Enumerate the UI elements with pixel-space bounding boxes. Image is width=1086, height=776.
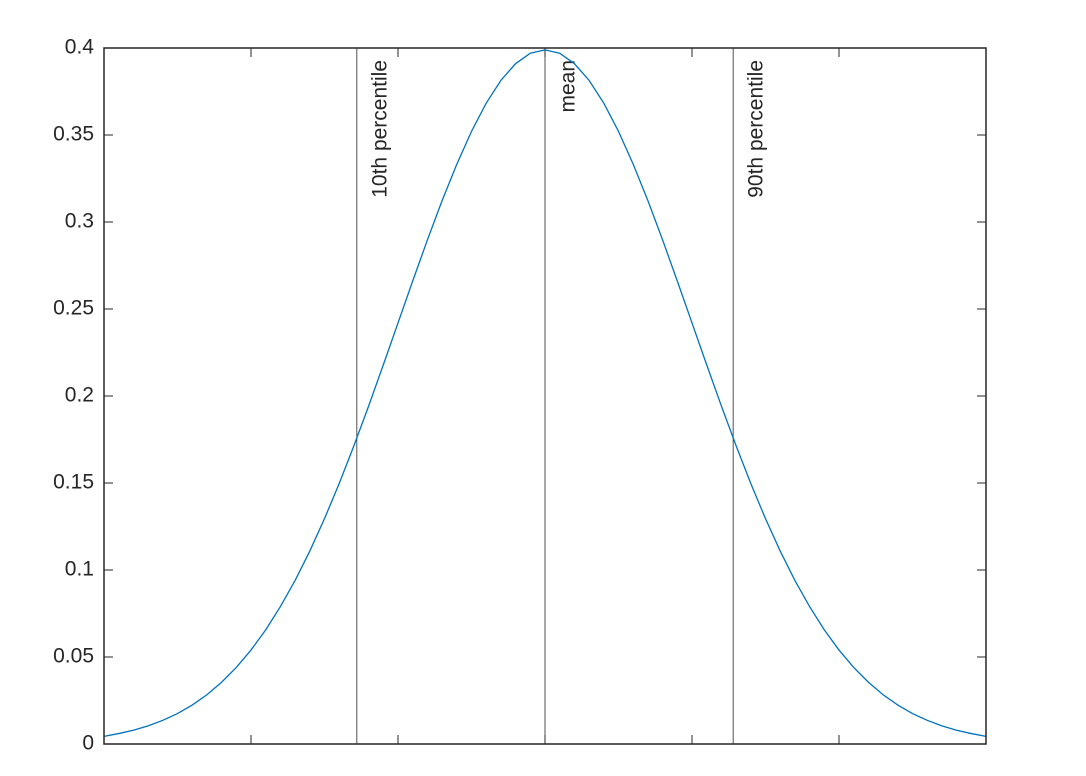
line-series — [103, 49, 987, 737]
y-tick-label: 0.25 — [53, 297, 94, 320]
y-tick-label: 0.2 — [65, 384, 94, 407]
y-tick-label: 0.15 — [53, 471, 94, 494]
y-tick-label: 0.1 — [65, 558, 94, 581]
y-tick-label: 0.05 — [53, 645, 94, 668]
y-tick-label: 0.4 — [65, 36, 95, 59]
reference-label: mean — [557, 60, 580, 113]
reference-label: 10th percentile — [368, 60, 391, 198]
axes-box — [103, 47, 987, 745]
y-tick-label: 0 — [82, 732, 94, 755]
reference-label: 90th percentile — [745, 60, 768, 198]
y-tick-label: 0.3 — [65, 210, 94, 233]
y-tick-label: 0.35 — [53, 123, 94, 146]
